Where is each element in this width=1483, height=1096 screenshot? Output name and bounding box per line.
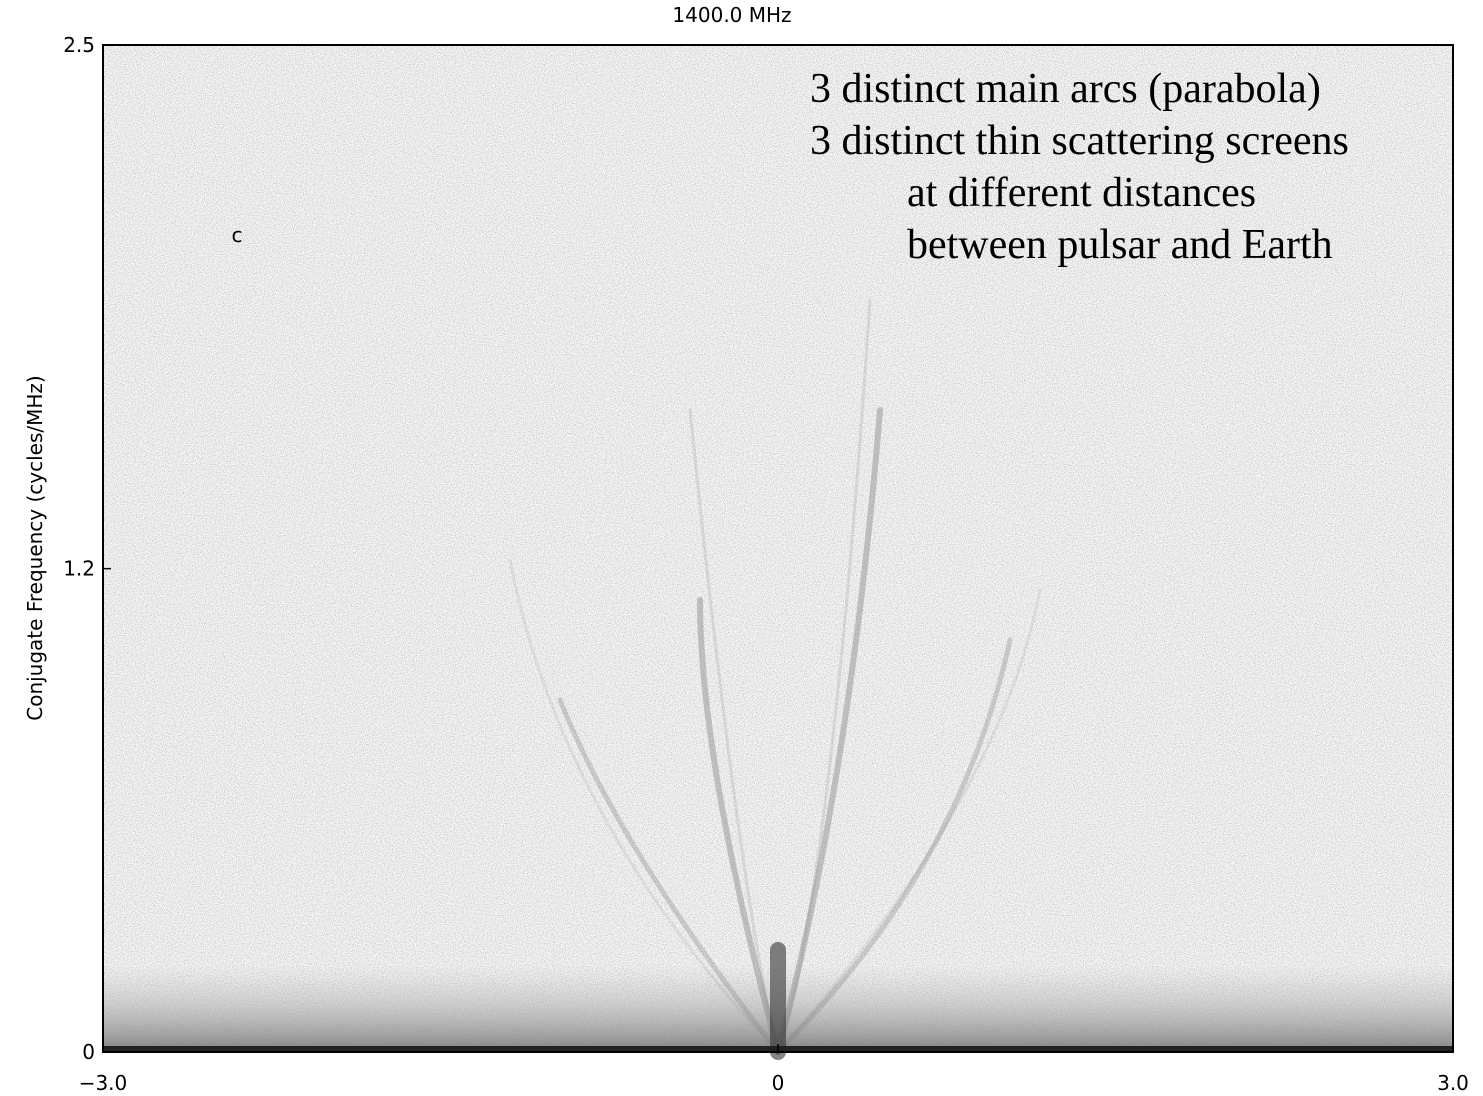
y-tick-label: 2.5 xyxy=(63,33,95,57)
annotation: between pulsar and Earth xyxy=(907,222,1333,268)
annotation: at different distances xyxy=(907,170,1256,216)
annotation: 3 distinct main arcs (parabola) xyxy=(810,66,1321,112)
y-tick-label: 1.2 xyxy=(63,557,95,581)
annotation: 3 distinct thin scattering screens xyxy=(810,118,1349,164)
chart-title: 1400.0 MHz xyxy=(672,3,791,27)
marker-label: c xyxy=(232,223,243,247)
x-tick-label: 0 xyxy=(772,1071,785,1095)
plot-texture xyxy=(103,45,1453,1060)
y-tick-label: 0 xyxy=(82,1040,95,1064)
y-axis-label: Conjugate Frequency (cycles/MHz) xyxy=(23,375,47,721)
x-tick-label: −3.0 xyxy=(79,1071,128,1095)
x-tick-label: 3.0 xyxy=(1437,1071,1469,1095)
